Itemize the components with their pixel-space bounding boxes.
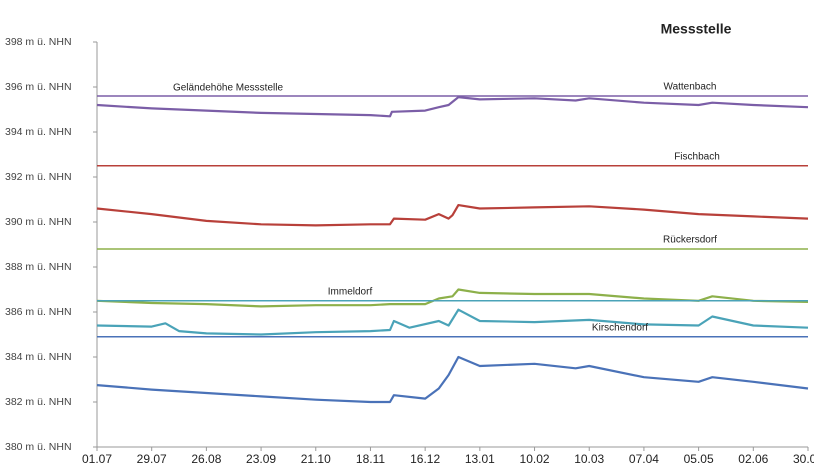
x-tick-label: 30.06	[793, 452, 814, 466]
y-tick-label: 388 m ü. NHN	[5, 261, 72, 273]
y-tick-label: 380 m ü. NHN	[5, 441, 72, 453]
series-label: Rückersdorf	[663, 235, 717, 246]
x-tick-label: 26.08	[191, 452, 221, 466]
x-tick-label: 07.04	[629, 452, 659, 466]
series-label: Immeldorf	[328, 286, 373, 297]
y-tick-label: 386 m ü. NHN	[5, 306, 72, 318]
x-tick-label: 21.10	[301, 452, 331, 466]
series-label: Kirschendorf	[592, 322, 648, 333]
x-tick-label: 01.07	[82, 452, 112, 466]
x-tick-label: 13.01	[465, 452, 495, 466]
y-tick-label: 384 m ü. NHN	[5, 351, 72, 363]
series-line	[96, 204, 809, 227]
x-tick-label: 10.02	[520, 452, 550, 466]
y-tick-label: 394 m ü. NHN	[5, 126, 72, 138]
series-line	[96, 308, 809, 336]
x-tick-label: 23.09	[246, 452, 276, 466]
y-tick-label: 392 m ü. NHN	[5, 171, 72, 183]
x-tick-label: 16.12	[410, 452, 440, 466]
series-label: Fischbach	[674, 151, 720, 162]
y-tick-label: 398 m ü. NHN	[5, 36, 72, 48]
x-tick-label: 10.03	[574, 452, 604, 466]
series-label: Wattenbach	[664, 82, 717, 93]
x-tick-label: 02.06	[738, 452, 768, 466]
y-tick-label: 382 m ü. NHN	[5, 396, 72, 408]
x-tick-label: 18.11	[356, 452, 385, 466]
series-line	[96, 288, 809, 308]
legend-title: Messstelle	[661, 21, 732, 37]
ground-label: Geländehöhe Messstelle	[173, 83, 284, 94]
x-tick-label: 05.05	[684, 452, 714, 466]
series-line	[96, 355, 809, 404]
x-tick-label: 29.07	[137, 452, 167, 466]
series-line	[96, 96, 809, 118]
y-tick-label: 390 m ü. NHN	[5, 216, 72, 228]
y-tick-label: 396 m ü. NHN	[5, 81, 72, 93]
